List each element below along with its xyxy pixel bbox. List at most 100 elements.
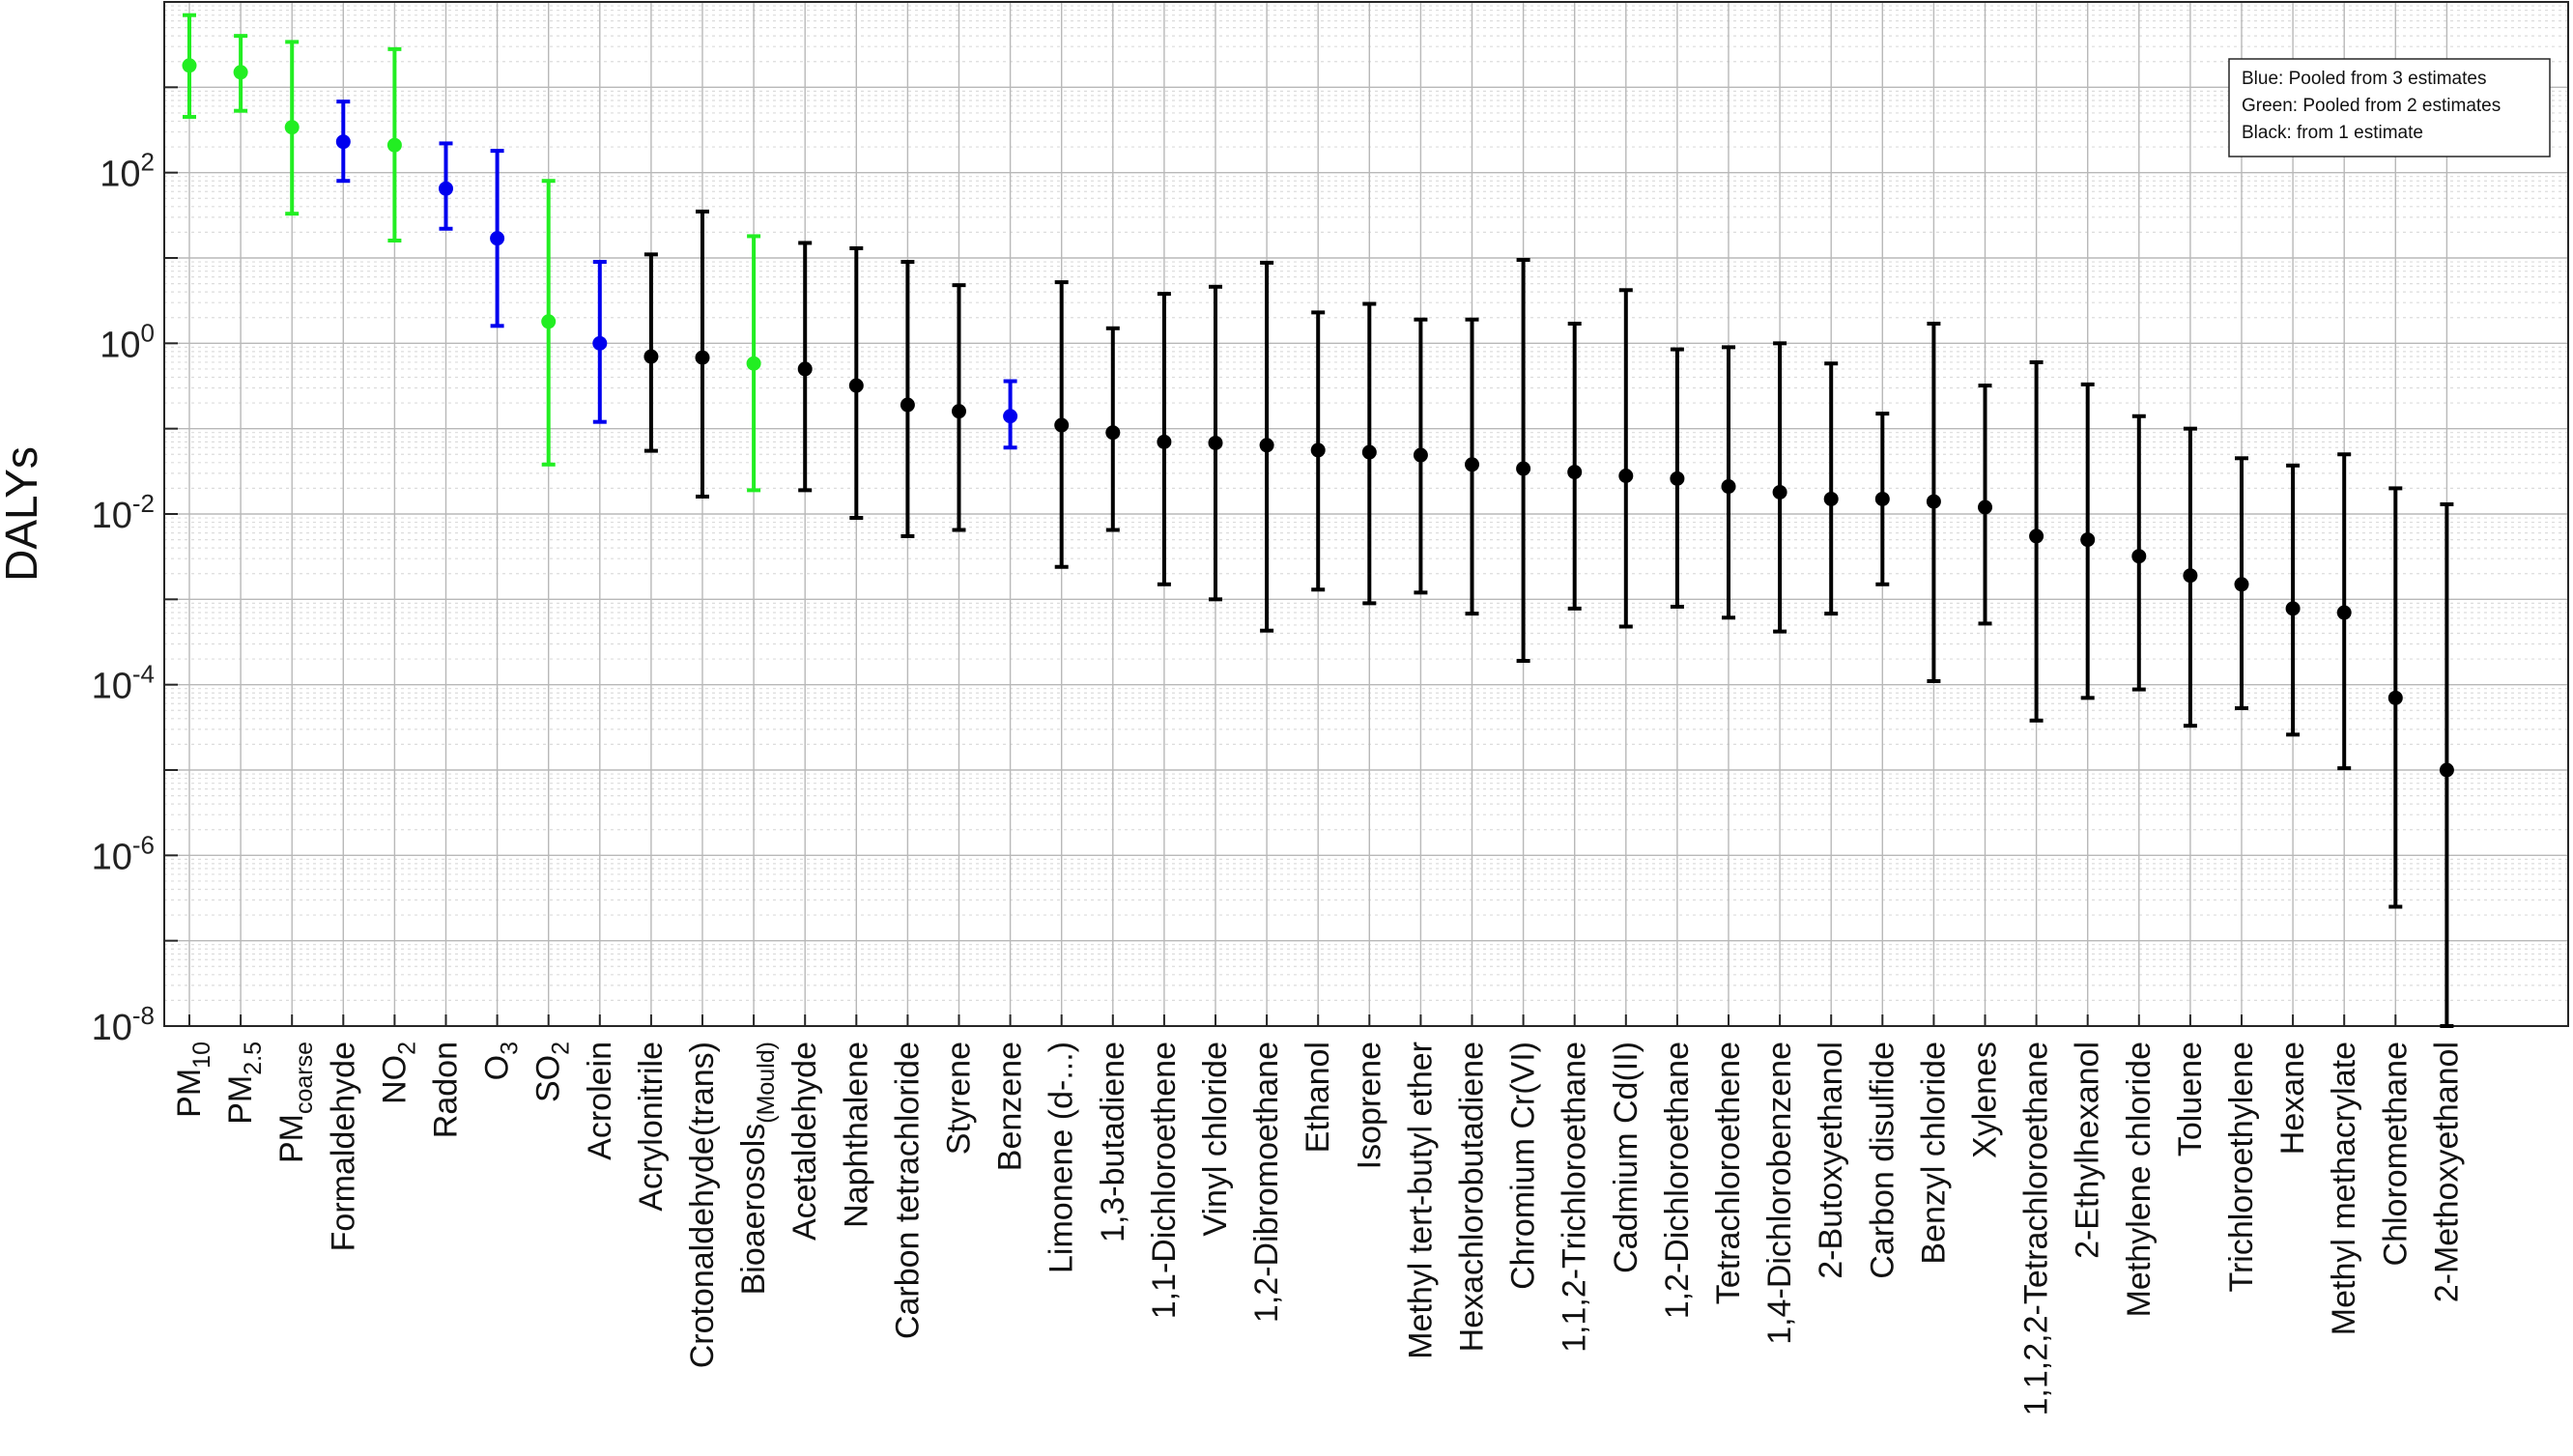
legend-entry-black: Black: from 1 estimate — [2242, 123, 2423, 143]
x-category-label: 1,2-Dibromoethane — [1248, 1042, 1285, 1323]
data-point — [1670, 471, 1685, 486]
data-point — [1567, 465, 1583, 480]
x-category-label: Isoprene — [1351, 1042, 1387, 1169]
error-bar — [2286, 463, 2301, 737]
x-category-label: Formaldehyde — [325, 1042, 361, 1251]
data-point — [1618, 469, 1634, 484]
data-point — [1208, 435, 1223, 450]
y-tick-label: 10-4 — [92, 660, 155, 707]
error-bar — [1618, 288, 1633, 629]
data-point — [2131, 549, 2147, 564]
data-point — [900, 397, 915, 413]
x-category-label: SO2 — [530, 1042, 575, 1102]
y-tick-label: 100 — [100, 318, 155, 365]
data-point — [1465, 457, 1479, 472]
data-point — [797, 361, 813, 377]
y-tick-label: 102 — [100, 148, 155, 195]
y-tick-label: 10-8 — [92, 1001, 155, 1048]
x-category-label: PM2.5 — [222, 1042, 267, 1125]
x-category-label: Ethanol — [1300, 1042, 1336, 1153]
data-point — [386, 137, 402, 153]
data-point — [2387, 690, 2403, 705]
data-point — [1721, 479, 1736, 495]
data-point — [848, 378, 864, 393]
data-point — [541, 314, 557, 329]
data-point — [233, 65, 248, 80]
data-point — [1874, 491, 1890, 506]
legend-entry-blue: Blue: Pooled from 3 estimates — [2242, 69, 2486, 89]
x-category-label: Benzene — [992, 1042, 1029, 1171]
data-point — [1926, 494, 1941, 509]
data-point — [1413, 447, 1428, 463]
legend: Blue: Pooled from 3 estimates Green: Poo… — [2228, 58, 2551, 157]
x-category-label: 1,4-Dichlorobenzene — [1761, 1042, 1798, 1345]
y-axis-ticks: 10-8 10-6 10-4 10-2 100 102 — [92, 148, 155, 1048]
data-point — [695, 350, 710, 365]
data-point — [643, 349, 659, 364]
data-point — [2439, 762, 2454, 778]
data-point — [490, 231, 505, 246]
x-category-label: Toluene — [2172, 1042, 2209, 1156]
plot-area-frame — [163, 1, 2569, 1027]
data-point — [1157, 434, 1172, 449]
x-category-label: 2-Butoxyethanol — [1813, 1042, 1849, 1279]
x-category-label: Vinyl chloride — [1197, 1042, 1234, 1237]
data-point — [1361, 444, 1377, 460]
data-point — [1516, 461, 1531, 476]
error-bar — [1516, 257, 1530, 664]
x-category-label: Benzyl chloride — [1915, 1042, 1952, 1265]
x-category-label: PM10 — [171, 1042, 215, 1118]
data-point — [1054, 417, 1070, 433]
data-point — [1003, 409, 1018, 424]
data-point — [2234, 577, 2249, 592]
data-point — [335, 134, 351, 150]
x-category-label: PMcoarse — [273, 1042, 318, 1163]
x-category-label: 1,1,2-Trichloroethane — [1557, 1042, 1593, 1353]
x-category-label: Chromium Cr(VI) — [1505, 1042, 1542, 1290]
x-category-label: Acetaldehyde — [786, 1042, 823, 1241]
x-category-label: 1,3-butadiene — [1095, 1042, 1131, 1242]
x-category-label: Cadmium Cd(II) — [1608, 1042, 1644, 1273]
data-point — [952, 404, 966, 419]
y-axis-label: DALYs — [0, 446, 46, 582]
data-point — [439, 181, 453, 196]
x-category-label: Hexane — [2274, 1042, 2311, 1155]
data-point — [746, 356, 761, 371]
data-point — [1823, 491, 1839, 506]
x-category-label: Crotonaldehyde(trans) — [684, 1042, 721, 1368]
legend-entry-green: Green: Pooled from 2 estimates — [2242, 96, 2501, 116]
data-point — [1772, 484, 1787, 500]
data-point — [284, 120, 300, 135]
x-category-label: Xylenes — [1967, 1042, 2004, 1158]
y-tick-label: 10-6 — [92, 830, 155, 877]
data-point — [2336, 605, 2352, 620]
data-point — [2183, 568, 2198, 584]
data-points — [182, 58, 2454, 778]
data-point — [182, 58, 197, 73]
x-category-label: Radon — [428, 1042, 465, 1138]
x-category-label: Acrylonitrile — [633, 1042, 670, 1212]
x-category-label: Trichloroethylene — [2223, 1042, 2260, 1293]
data-point — [2029, 528, 2044, 544]
x-category-label: Hexachlorobutadiene — [1454, 1042, 1491, 1352]
x-category-label: NO2 — [376, 1042, 420, 1104]
data-point — [1105, 425, 1121, 441]
x-category-label: 1,1,2,2-Tetrachloroethane — [2018, 1042, 2055, 1415]
x-category-label: Methylene chloride — [2121, 1042, 2158, 1317]
x-category-label: 2-Ethylhexanol — [2070, 1042, 2106, 1259]
x-category-label: Bioaerosols(Mould) — [735, 1042, 780, 1295]
x-category-label: Methyl tert-butyl ether — [1402, 1042, 1439, 1359]
data-point — [2080, 532, 2096, 548]
x-category-label: Tetrachloroethene — [1710, 1042, 1747, 1304]
x-category-label: Acrolein — [582, 1042, 618, 1160]
data-point — [1259, 438, 1274, 453]
major-grid — [164, 1, 2568, 1027]
minor-grid — [164, 5, 2568, 1002]
legend-box — [2228, 58, 2551, 157]
error-bar — [1824, 361, 1839, 616]
x-category-label: Carbon disulfide — [1864, 1042, 1901, 1279]
y-tick-label: 10-2 — [92, 489, 155, 536]
x-category-label: Carbon tetrachloride — [889, 1042, 926, 1339]
